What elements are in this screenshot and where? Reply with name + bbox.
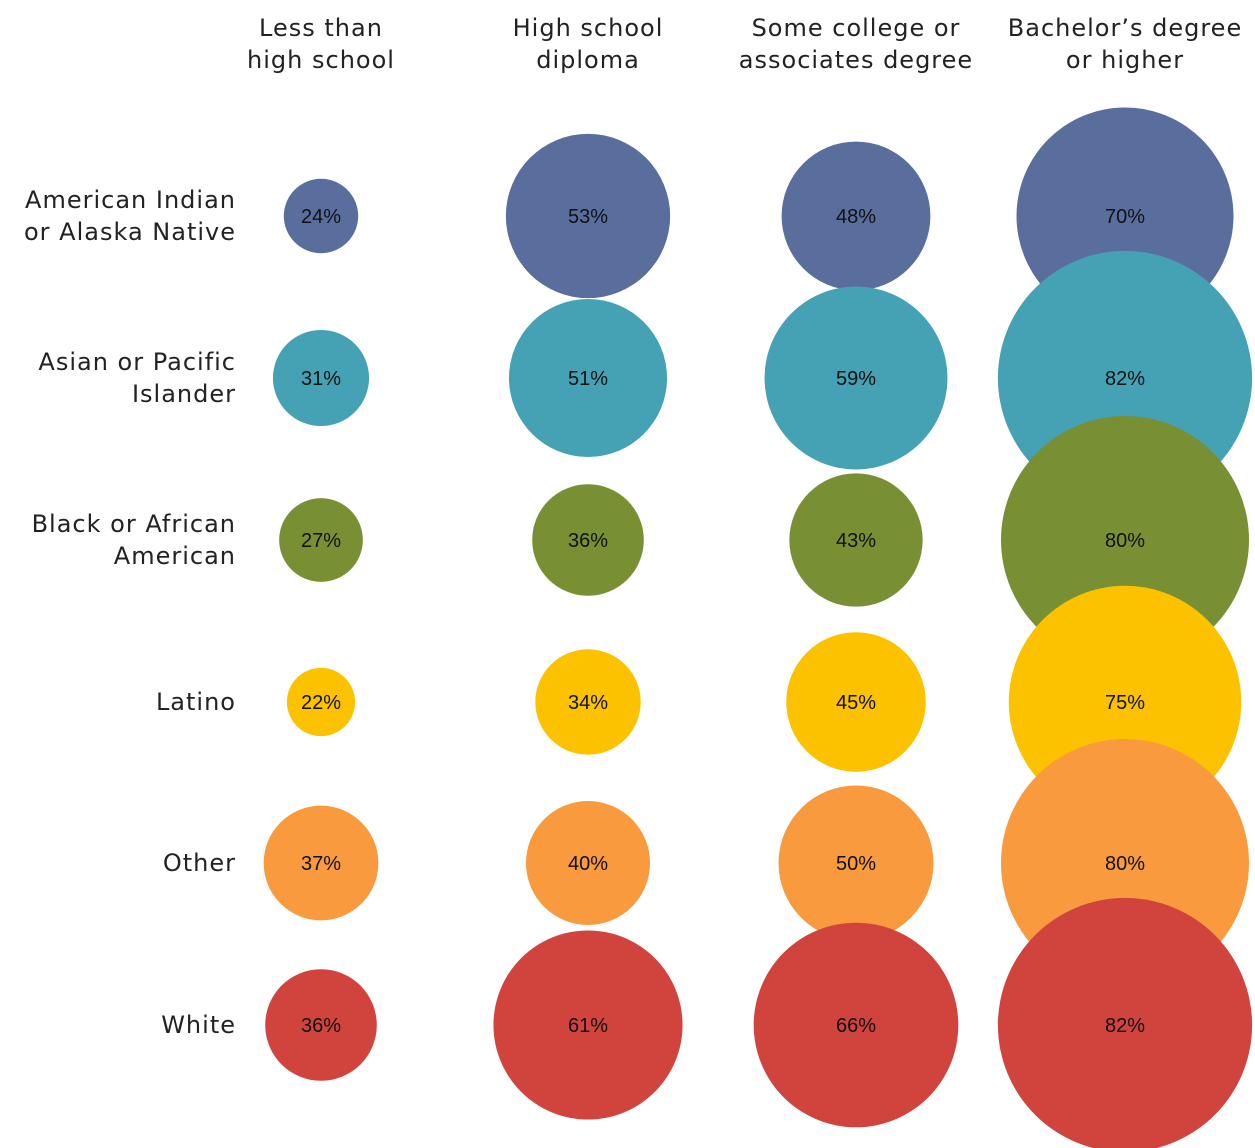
column-label: Less than high school [247, 14, 395, 74]
column-labels: Less than high school High school diploma So… [247, 14, 1242, 74]
bubble [283, 178, 359, 254]
column-label: Bachelor’s degree or higher [1008, 14, 1242, 74]
column-label-line: or higher [1066, 46, 1184, 74]
value-label: 70% [1105, 206, 1145, 228]
value-label: 31% [301, 368, 341, 390]
row-label: American Indian or Alaska Native [24, 186, 236, 246]
column-label-line: associates degree [739, 46, 973, 74]
bubble [508, 298, 668, 458]
value-label: 51% [568, 368, 608, 390]
row-label-line: Asian or Pacific [38, 348, 236, 376]
bubbles: 24% 31% 27% 22% 37% 36% 53% 51% 36% 34% 40% 61% 48% 5… [263, 107, 1253, 1148]
bubble [279, 498, 363, 582]
row-label: Latino [156, 688, 236, 716]
row-label: Black or African American [32, 510, 236, 570]
row-label-line: or Alaska Native [24, 218, 236, 246]
value-label: 66% [836, 1015, 876, 1037]
bubble [265, 969, 377, 1081]
value-label: 80% [1105, 530, 1145, 552]
bubble [764, 286, 948, 470]
row-label-line: Islander [132, 380, 236, 408]
bubble [493, 930, 683, 1120]
value-label: 27% [301, 530, 341, 552]
row-labels: American Indian or Alaska Native Asian or … [24, 186, 236, 1039]
bubble [532, 484, 644, 596]
column-label-line: Bachelor’s degree [1008, 14, 1242, 42]
bubble [263, 805, 379, 921]
value-label: 37% [301, 853, 341, 875]
column-label-line: high school [247, 46, 395, 74]
value-label: 36% [301, 1015, 341, 1037]
value-label: 50% [836, 853, 876, 875]
value-label: 61% [568, 1015, 608, 1037]
value-label: 24% [301, 206, 341, 228]
value-label: 75% [1105, 692, 1145, 714]
column-label-line: High school [513, 14, 664, 42]
row-label: Other [163, 849, 236, 877]
bubble [778, 785, 934, 941]
bubble [526, 801, 650, 925]
column-label: High school diploma [513, 14, 664, 74]
row-label-line: American Indian [25, 186, 236, 214]
value-label: 82% [1105, 368, 1145, 390]
row-label: White [161, 1011, 236, 1039]
value-label: 59% [836, 368, 876, 390]
bubble [286, 667, 356, 737]
bubble [1001, 416, 1249, 664]
bubble [753, 922, 959, 1128]
column-label-line: diploma [536, 46, 640, 74]
value-label: 43% [836, 530, 876, 552]
row-label: Asian or Pacific Islander [38, 348, 236, 408]
bubble [789, 473, 923, 607]
row-label-line: American [114, 542, 236, 570]
row-label-line: Other [163, 849, 236, 877]
value-label: 36% [568, 530, 608, 552]
column-label-line: Some college or [752, 14, 961, 42]
value-label: 40% [568, 853, 608, 875]
value-label: 45% [836, 692, 876, 714]
bubble [272, 329, 370, 427]
column-label: Some college or associates degree [739, 14, 973, 74]
column-label-line: Less than [259, 14, 383, 42]
value-label: 80% [1105, 853, 1145, 875]
bubble [997, 897, 1253, 1148]
row-label-line: White [161, 1011, 236, 1039]
bubble [786, 632, 926, 772]
bubble [505, 133, 671, 299]
value-label: 22% [301, 692, 341, 714]
row-label-line: Latino [156, 688, 236, 716]
bubble [535, 649, 641, 755]
row-label-line: Black or African [32, 510, 236, 538]
value-label: 48% [836, 206, 876, 228]
value-label: 34% [568, 692, 608, 714]
value-label: 53% [568, 206, 608, 228]
bubble [781, 141, 931, 291]
value-label: 82% [1105, 1015, 1145, 1037]
